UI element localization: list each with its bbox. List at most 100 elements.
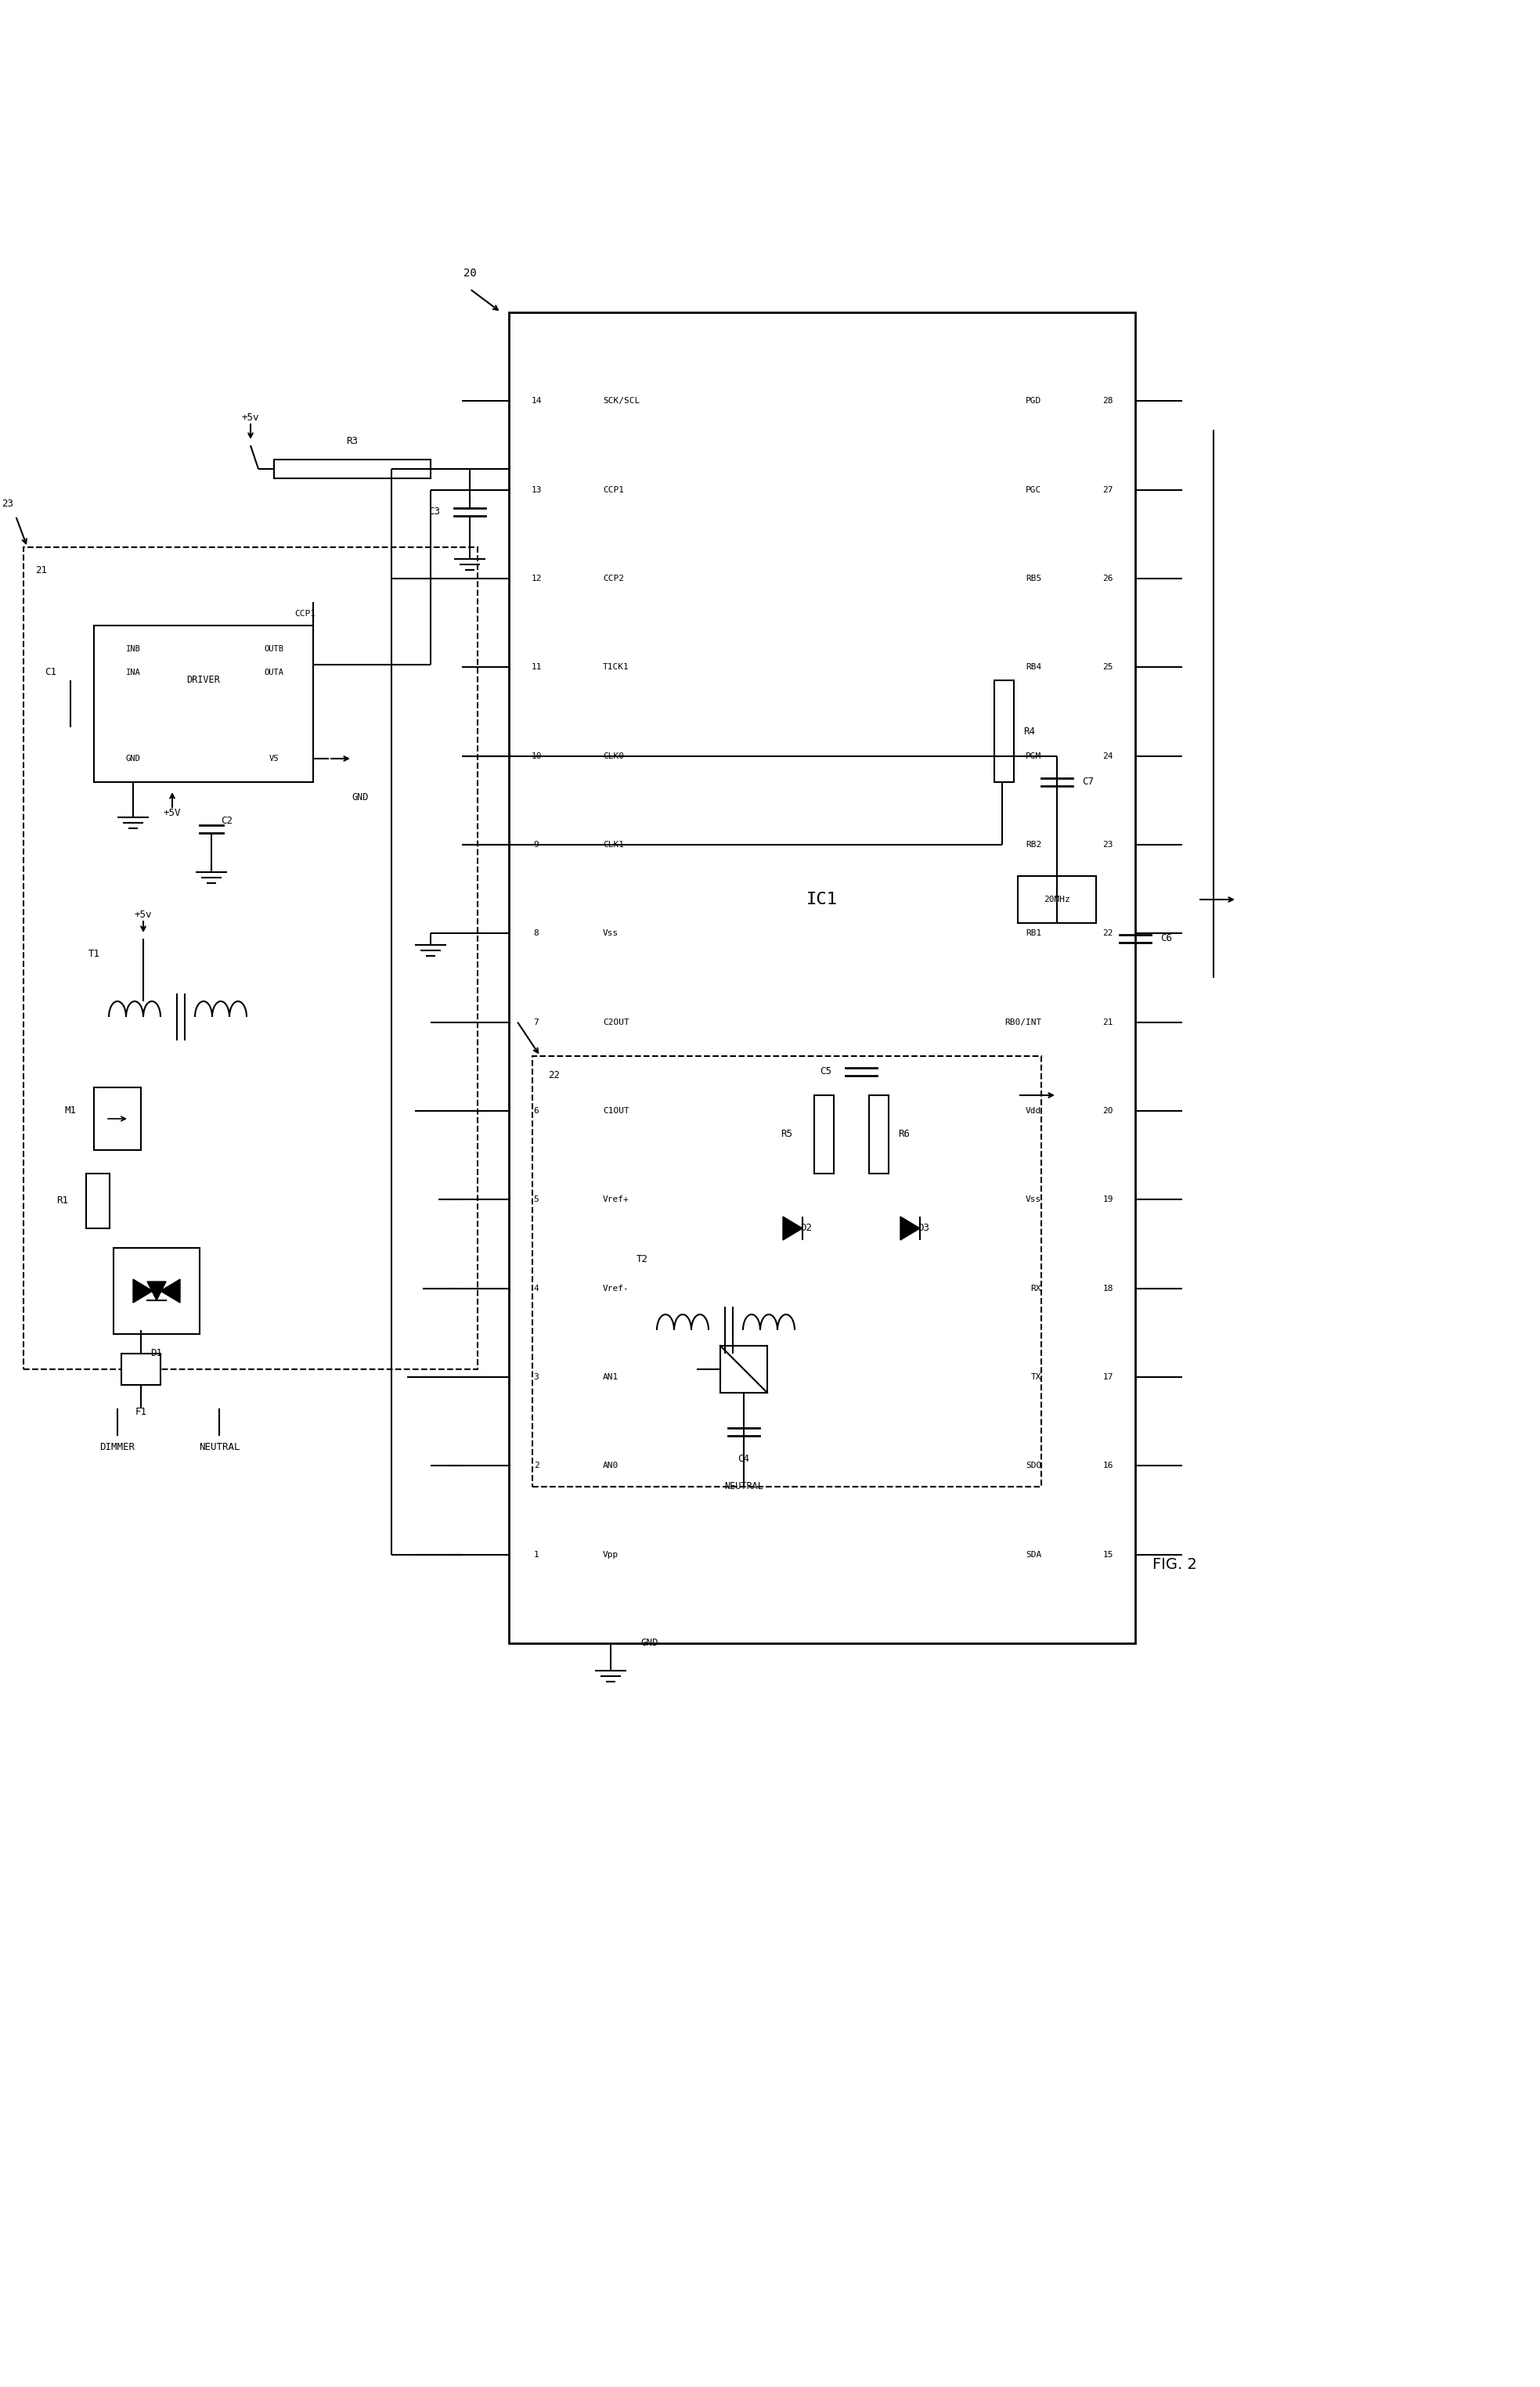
Text: GND: GND bbox=[641, 1637, 659, 1649]
Text: DRIVER: DRIVER bbox=[186, 676, 220, 685]
Text: 28: 28 bbox=[1103, 396, 1113, 406]
Text: Vdd: Vdd bbox=[1026, 1108, 1041, 1115]
Text: 22: 22 bbox=[1103, 929, 1113, 938]
Text: F1: F1 bbox=[136, 1408, 146, 1418]
Text: RB5: RB5 bbox=[1026, 575, 1041, 582]
Bar bbox=[721, 1346, 767, 1392]
Text: D1: D1 bbox=[151, 1349, 162, 1358]
Text: T1: T1 bbox=[88, 950, 100, 960]
Text: 15: 15 bbox=[1103, 1552, 1113, 1559]
Text: 21: 21 bbox=[1103, 1019, 1113, 1026]
Text: 21: 21 bbox=[35, 566, 48, 575]
Text: AN1: AN1 bbox=[602, 1373, 619, 1382]
Text: C4: C4 bbox=[738, 1454, 750, 1463]
Text: CCP2: CCP2 bbox=[602, 575, 624, 582]
Text: 23: 23 bbox=[1103, 840, 1113, 850]
Text: Vref+: Vref+ bbox=[602, 1196, 630, 1203]
Text: TX: TX bbox=[1030, 1373, 1041, 1382]
Text: R5: R5 bbox=[781, 1129, 793, 1139]
Text: NEUTRAL: NEUTRAL bbox=[724, 1482, 764, 1492]
Text: 1: 1 bbox=[534, 1552, 539, 1559]
Bar bbox=[23, 547, 477, 1370]
Text: Vss: Vss bbox=[602, 929, 619, 938]
Bar bbox=[533, 1055, 1041, 1487]
Bar bbox=[94, 1088, 142, 1151]
Text: R3: R3 bbox=[346, 437, 359, 446]
Bar bbox=[114, 1248, 200, 1334]
Text: SDA: SDA bbox=[1026, 1552, 1041, 1559]
Text: RB1: RB1 bbox=[1026, 929, 1041, 938]
Text: RB2: RB2 bbox=[1026, 840, 1041, 850]
Text: 23: 23 bbox=[2, 499, 14, 508]
Text: 5: 5 bbox=[534, 1196, 539, 1203]
Text: AN0: AN0 bbox=[602, 1461, 619, 1470]
Text: GND: GND bbox=[351, 792, 368, 802]
Bar bbox=[995, 680, 1013, 783]
Text: 11: 11 bbox=[531, 664, 542, 671]
Text: Vss: Vss bbox=[1026, 1196, 1041, 1203]
Text: M1: M1 bbox=[65, 1105, 77, 1117]
Text: 18: 18 bbox=[1103, 1284, 1113, 1291]
Text: PGD: PGD bbox=[1026, 396, 1041, 406]
Text: PGM: PGM bbox=[1026, 752, 1041, 759]
Text: 4: 4 bbox=[534, 1284, 539, 1291]
Text: 2: 2 bbox=[534, 1461, 539, 1470]
Text: NEUTRAL: NEUTRAL bbox=[199, 1442, 240, 1454]
Text: 22: 22 bbox=[548, 1072, 559, 1081]
Text: C1OUT: C1OUT bbox=[602, 1108, 630, 1115]
Text: +5v: +5v bbox=[242, 413, 259, 422]
Text: +5v: +5v bbox=[134, 909, 152, 921]
Bar bbox=[122, 1353, 160, 1384]
Text: 26: 26 bbox=[1103, 575, 1113, 582]
Text: 6: 6 bbox=[534, 1108, 539, 1115]
Text: IC1: IC1 bbox=[807, 893, 838, 907]
Text: 7: 7 bbox=[534, 1019, 539, 1026]
Text: D2: D2 bbox=[801, 1222, 812, 1234]
Polygon shape bbox=[132, 1279, 152, 1303]
Text: 9: 9 bbox=[534, 840, 539, 850]
Text: RB4: RB4 bbox=[1026, 664, 1041, 671]
Text: 10: 10 bbox=[531, 752, 542, 759]
Polygon shape bbox=[160, 1279, 180, 1303]
Text: CLK0: CLK0 bbox=[602, 752, 624, 759]
Text: R4: R4 bbox=[1024, 726, 1035, 735]
Text: R1: R1 bbox=[57, 1196, 68, 1205]
Text: VS: VS bbox=[270, 754, 279, 761]
Polygon shape bbox=[782, 1217, 802, 1241]
Text: CCP1: CCP1 bbox=[602, 487, 624, 494]
Text: 20: 20 bbox=[1103, 1108, 1113, 1115]
Bar bbox=[815, 1096, 833, 1174]
Text: GND: GND bbox=[126, 754, 140, 761]
Text: 20MHz: 20MHz bbox=[1044, 895, 1070, 902]
Polygon shape bbox=[901, 1217, 919, 1241]
Text: DIMMER: DIMMER bbox=[100, 1442, 136, 1454]
Text: SDO: SDO bbox=[1026, 1461, 1041, 1470]
Text: +5V: +5V bbox=[163, 809, 182, 819]
Text: 13: 13 bbox=[531, 487, 542, 494]
Text: RX: RX bbox=[1030, 1284, 1041, 1291]
Text: 24: 24 bbox=[1103, 752, 1113, 759]
Text: 17: 17 bbox=[1103, 1373, 1113, 1382]
Text: C2OUT: C2OUT bbox=[602, 1019, 630, 1026]
Text: C5: C5 bbox=[821, 1067, 832, 1077]
Text: C3: C3 bbox=[428, 506, 440, 518]
Text: D3: D3 bbox=[918, 1222, 930, 1234]
Bar bbox=[1018, 876, 1096, 924]
Text: R6: R6 bbox=[898, 1129, 910, 1139]
Text: INB: INB bbox=[126, 644, 140, 654]
Text: OUTA: OUTA bbox=[265, 668, 283, 676]
Text: PGC: PGC bbox=[1026, 487, 1041, 494]
Text: 20: 20 bbox=[464, 267, 476, 279]
Polygon shape bbox=[148, 1282, 166, 1301]
Text: C2: C2 bbox=[222, 816, 233, 826]
Text: 25: 25 bbox=[1103, 664, 1113, 671]
Bar bbox=[86, 1174, 109, 1229]
Text: C1: C1 bbox=[45, 668, 57, 678]
Text: RB0/INT: RB0/INT bbox=[1004, 1019, 1041, 1026]
Text: INA: INA bbox=[126, 668, 140, 676]
Bar bbox=[508, 313, 1135, 1642]
Text: Vpp: Vpp bbox=[602, 1552, 619, 1559]
Text: T2: T2 bbox=[636, 1256, 648, 1265]
Text: 14: 14 bbox=[531, 396, 542, 406]
Text: 19: 19 bbox=[1103, 1196, 1113, 1203]
